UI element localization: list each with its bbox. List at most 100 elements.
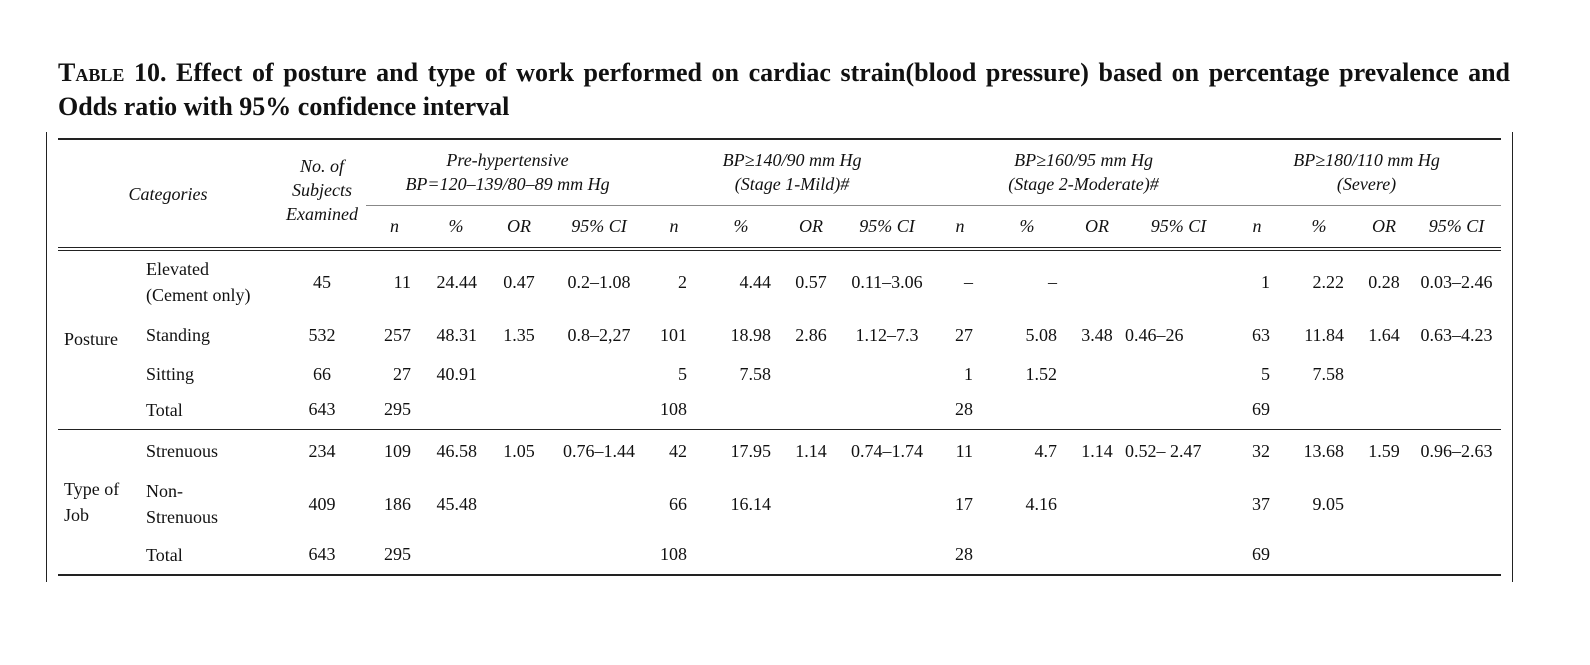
conf-interval-cell xyxy=(1125,473,1232,535)
odds-ratio-cell: 0.57 xyxy=(795,271,827,292)
header-categories: Categories xyxy=(58,138,278,251)
conf-interval-cell: 0.74–1.74 xyxy=(851,440,924,461)
count-cell: 186 xyxy=(384,493,411,514)
table-body: Posture Elevated (Cement only) 45 11 24.44 0.4… xyxy=(58,249,1502,576)
percent-cell: 5.08 xyxy=(1025,324,1058,345)
odds-ratio-cell xyxy=(1069,357,1125,391)
group-line1: BP≥180/110 mm Hg xyxy=(1293,150,1440,171)
percent-cell: 7.58 xyxy=(739,363,772,384)
subjects-examined: 532 xyxy=(308,324,336,345)
subjects-examined: 45 xyxy=(313,271,331,292)
conf-interval-cell xyxy=(1125,535,1233,576)
data-table: Categories No. of Subjects Examined Pre-… xyxy=(58,138,1502,576)
table-container: Categories No. of Subjects Examined Pre-… xyxy=(58,138,1502,576)
count-cell: 108 xyxy=(649,535,700,576)
row-category-label: Non- Strenuous xyxy=(140,473,278,535)
conf-interval-cell xyxy=(549,473,649,535)
subjects-examined: 643 xyxy=(278,535,366,576)
count-cell: 27 xyxy=(393,363,411,384)
subcol-or: OR xyxy=(1069,205,1126,251)
conf-interval-cell: 0.96–2.63 xyxy=(1420,440,1493,461)
frame-left-rule xyxy=(46,132,47,582)
table-caption: Effect of posture and type of work perfo… xyxy=(58,58,1510,121)
table-row: Posture Elevated (Cement only) 45 11 24.44 0.4… xyxy=(58,249,1501,430)
percent-cell xyxy=(699,391,784,430)
count-cell: 32 xyxy=(1252,440,1271,461)
count-cell: 28 xyxy=(935,535,986,576)
subcol-or: OR xyxy=(489,205,549,251)
subcol-ci: 95% CI xyxy=(1412,205,1502,251)
conf-interval-cell: 0.52– 2.47 xyxy=(1125,440,1202,461)
table-row: Total 643 295 108 28 69 xyxy=(58,535,1502,576)
percent-cell: 24.44 xyxy=(436,271,478,292)
group-posture-label: Posture xyxy=(64,329,118,350)
group-line1: Pre-hypertensive xyxy=(446,150,569,171)
count-cell: 11 xyxy=(955,440,974,461)
row-category-label: Total xyxy=(140,535,278,576)
category-line: Elevated xyxy=(146,259,209,279)
percent-cell xyxy=(985,535,1070,576)
percent-cell xyxy=(1282,535,1357,576)
percent-cell: 16.14 xyxy=(730,493,772,514)
conf-interval-cell xyxy=(1412,391,1502,430)
conf-interval-cell: 0.63–4.23 xyxy=(1420,324,1493,345)
group-line2: (Severe) xyxy=(1336,174,1397,195)
odds-ratio-cell: 0.28 xyxy=(1368,271,1400,292)
odds-ratio-cell xyxy=(783,535,840,576)
percent-cell xyxy=(423,391,489,430)
odds-ratio-cell: 1.35 xyxy=(503,324,535,345)
odds-ratio-cell xyxy=(489,357,549,391)
percent-cell: 17.95 xyxy=(730,440,772,461)
count-cell: 37 xyxy=(1252,493,1271,514)
percent-cell: 9.05 xyxy=(1312,493,1345,514)
odds-ratio-cell xyxy=(1356,391,1413,430)
percent-cell: 2.22 xyxy=(1312,271,1345,292)
odds-ratio-cell: 3.48 xyxy=(1081,324,1113,345)
conf-interval-cell xyxy=(839,535,936,576)
subjects-examined: 234 xyxy=(308,440,336,461)
group-line1: BP≥160/95 mm Hg xyxy=(1014,150,1153,171)
category-line: Strenuous xyxy=(146,507,218,527)
subcol-ci: 95% CI xyxy=(1125,205,1233,251)
category-line: Standing xyxy=(146,325,211,345)
conf-interval-cell: 0.11–3.06 xyxy=(851,271,923,292)
count-cell: 11 xyxy=(393,271,411,292)
category-line: Total xyxy=(146,399,183,420)
category-line: Total xyxy=(146,544,183,565)
percent-cell: 48.31 xyxy=(436,324,478,345)
odds-ratio-cell xyxy=(783,357,839,391)
conf-interval-cell xyxy=(1412,535,1502,576)
odds-ratio-cell: 1.14 xyxy=(795,440,827,461)
subjects-examined: 643 xyxy=(278,391,366,430)
percent-cell xyxy=(1282,391,1357,430)
conf-interval-cell: 0.8–2,27 xyxy=(567,324,631,345)
odds-ratio-cell xyxy=(489,473,549,535)
percent-cell: – xyxy=(1048,271,1058,292)
odds-ratio-cell: 1.64 xyxy=(1368,324,1400,345)
subcol-or: OR xyxy=(1356,205,1413,251)
row-category-label: Standing xyxy=(140,313,278,357)
count-cell: 5 xyxy=(1261,363,1271,384)
header-subjects: No. of Subjects Examined xyxy=(278,138,366,251)
count-cell: 295 xyxy=(366,391,423,430)
odds-ratio-cell xyxy=(1069,391,1126,430)
header-subjects-line3: Examined xyxy=(286,204,358,224)
subcol-n: n xyxy=(935,205,986,251)
header-group-prehypertensive: Pre-hypertensive BP=120–139/80–89 mm Hg xyxy=(366,138,650,206)
count-cell: 27 xyxy=(955,324,974,345)
row-group-label: Type of Job xyxy=(58,429,140,576)
header-group-stage1: BP≥140/90 mm Hg (Stage 1-Mild)# xyxy=(649,138,936,206)
percent-cell: 11.84 xyxy=(1304,324,1345,345)
count-cell: 1 xyxy=(1261,271,1271,292)
group-job-label-line: Type of xyxy=(64,478,120,499)
percent-cell: 13.68 xyxy=(1303,440,1345,461)
subcol-pct: % xyxy=(985,205,1070,251)
odds-ratio-cell xyxy=(783,391,840,430)
odds-ratio-cell xyxy=(1356,473,1412,535)
odds-ratio-cell xyxy=(1069,249,1125,313)
conf-interval-cell: 0.2–1.08 xyxy=(567,271,631,292)
subcol-pct: % xyxy=(423,205,489,251)
conf-interval-cell xyxy=(1412,473,1501,535)
conf-interval-cell: 1.12–7.3 xyxy=(855,324,919,345)
conf-interval-cell: 0.46–26 xyxy=(1125,324,1184,345)
